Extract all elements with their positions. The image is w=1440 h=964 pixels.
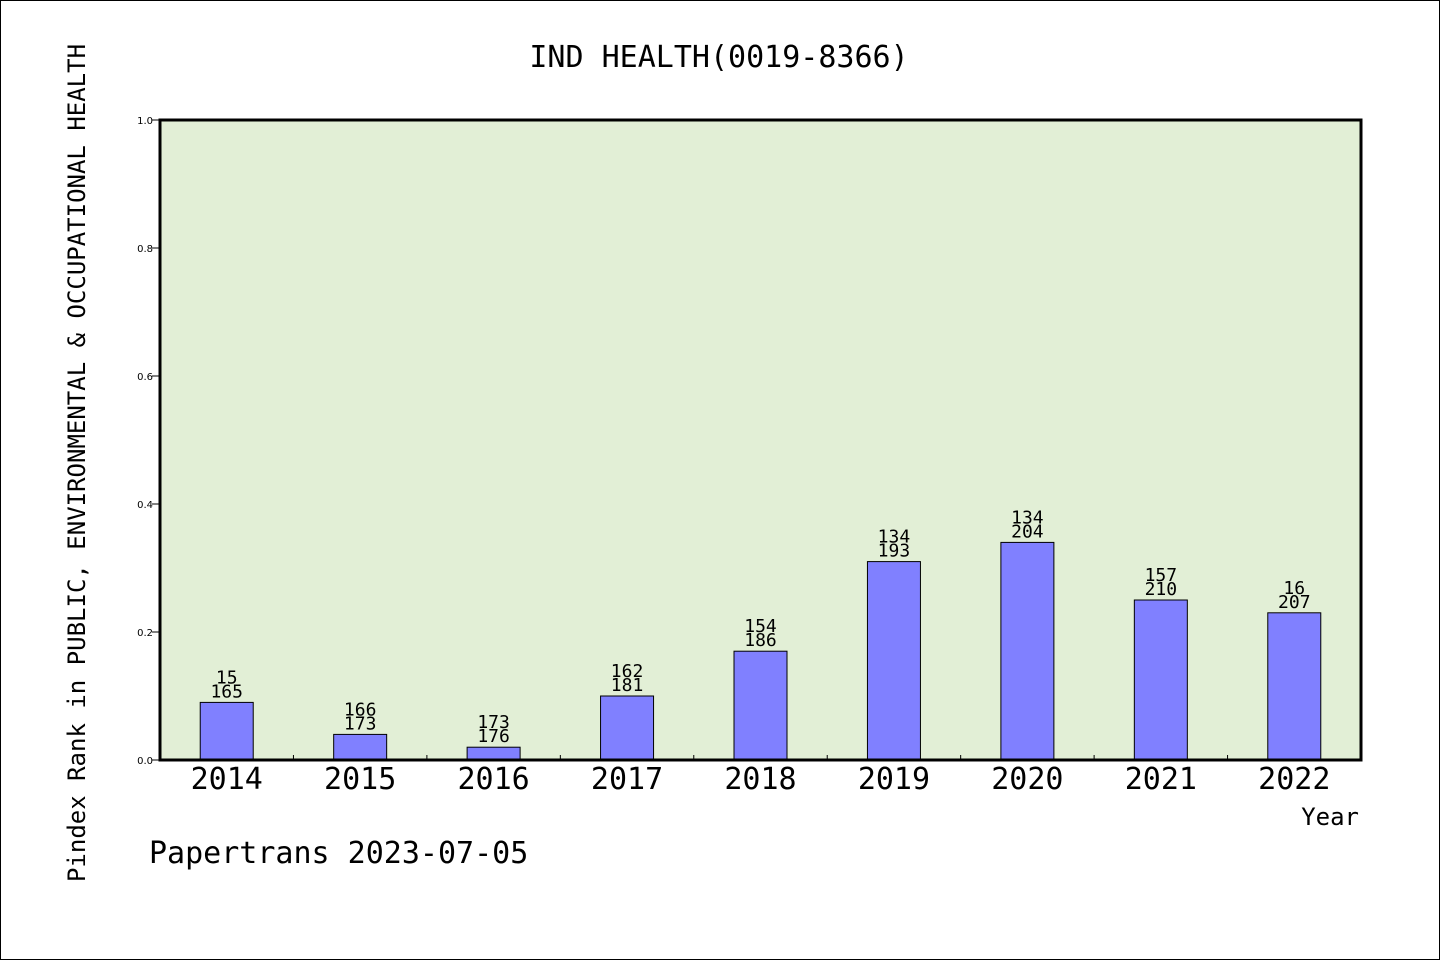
total-label: 193 (878, 541, 911, 562)
y-tick-label: 0.6 (137, 372, 153, 383)
y-tick-label: 0.2 (137, 628, 153, 639)
x-axis-label: Year (1301, 803, 1359, 831)
total-label: 210 (1145, 579, 1178, 600)
bar-2016 (466, 746, 521, 761)
rank-label: 173 (477, 712, 510, 733)
rank-label: 157 (1145, 565, 1178, 586)
bar-2014 (199, 701, 254, 761)
rank-label: 162 (611, 661, 644, 682)
rank-label: 16 (1283, 578, 1305, 599)
total-label: 165 (210, 681, 243, 702)
x-tick-label: 2018 (724, 762, 796, 797)
total-label: 186 (744, 630, 777, 651)
bar-2017 (600, 695, 655, 761)
data-labels-group: 2014151652015166173201617317620171621812… (191, 507, 1331, 797)
bars-group (199, 541, 1322, 761)
y-tick-label: 0.8 (137, 244, 153, 255)
x-tick-label: 2014 (191, 762, 263, 797)
y-tick-label: 1.0 (137, 116, 153, 127)
bar-2019 (866, 561, 921, 761)
bar-2022 (1267, 612, 1322, 761)
x-tick-label: 2021 (1125, 762, 1197, 797)
bar-2020 (1000, 541, 1055, 761)
total-label: 207 (1278, 592, 1311, 613)
y-tick-label: 0.0 (137, 756, 153, 767)
footer-credit: Papertrans 2023-07-05 (149, 836, 528, 871)
bar-2021 (1133, 599, 1188, 761)
total-label: 176 (477, 726, 510, 747)
x-tick-label: 2020 (991, 762, 1063, 797)
rank-label: 154 (744, 616, 777, 637)
y-tick-label: 0.4 (137, 500, 153, 511)
x-tick-label: 2017 (591, 762, 663, 797)
x-tick-label: 2015 (324, 762, 396, 797)
rank-label: 166 (344, 699, 377, 720)
total-label: 181 (611, 675, 644, 696)
y-axis-label: Pindex Rank in PUBLIC, ENVIRONMENTAL & O… (63, 44, 91, 882)
x-tick-label: 2016 (457, 762, 529, 797)
x-tick-label: 2019 (858, 762, 930, 797)
total-label: 204 (1011, 521, 1044, 542)
x-tick-label: 2022 (1258, 762, 1330, 797)
total-label: 173 (344, 713, 377, 734)
rank-label: 134 (1011, 507, 1044, 528)
plot-border (158, 118, 1363, 762)
bar-2018 (733, 650, 788, 761)
bar-2015 (333, 733, 388, 761)
rank-label: 15 (216, 667, 238, 688)
rank-label: 134 (878, 527, 911, 548)
chart-title: IND HEALTH(0019-8366) (529, 40, 908, 75)
